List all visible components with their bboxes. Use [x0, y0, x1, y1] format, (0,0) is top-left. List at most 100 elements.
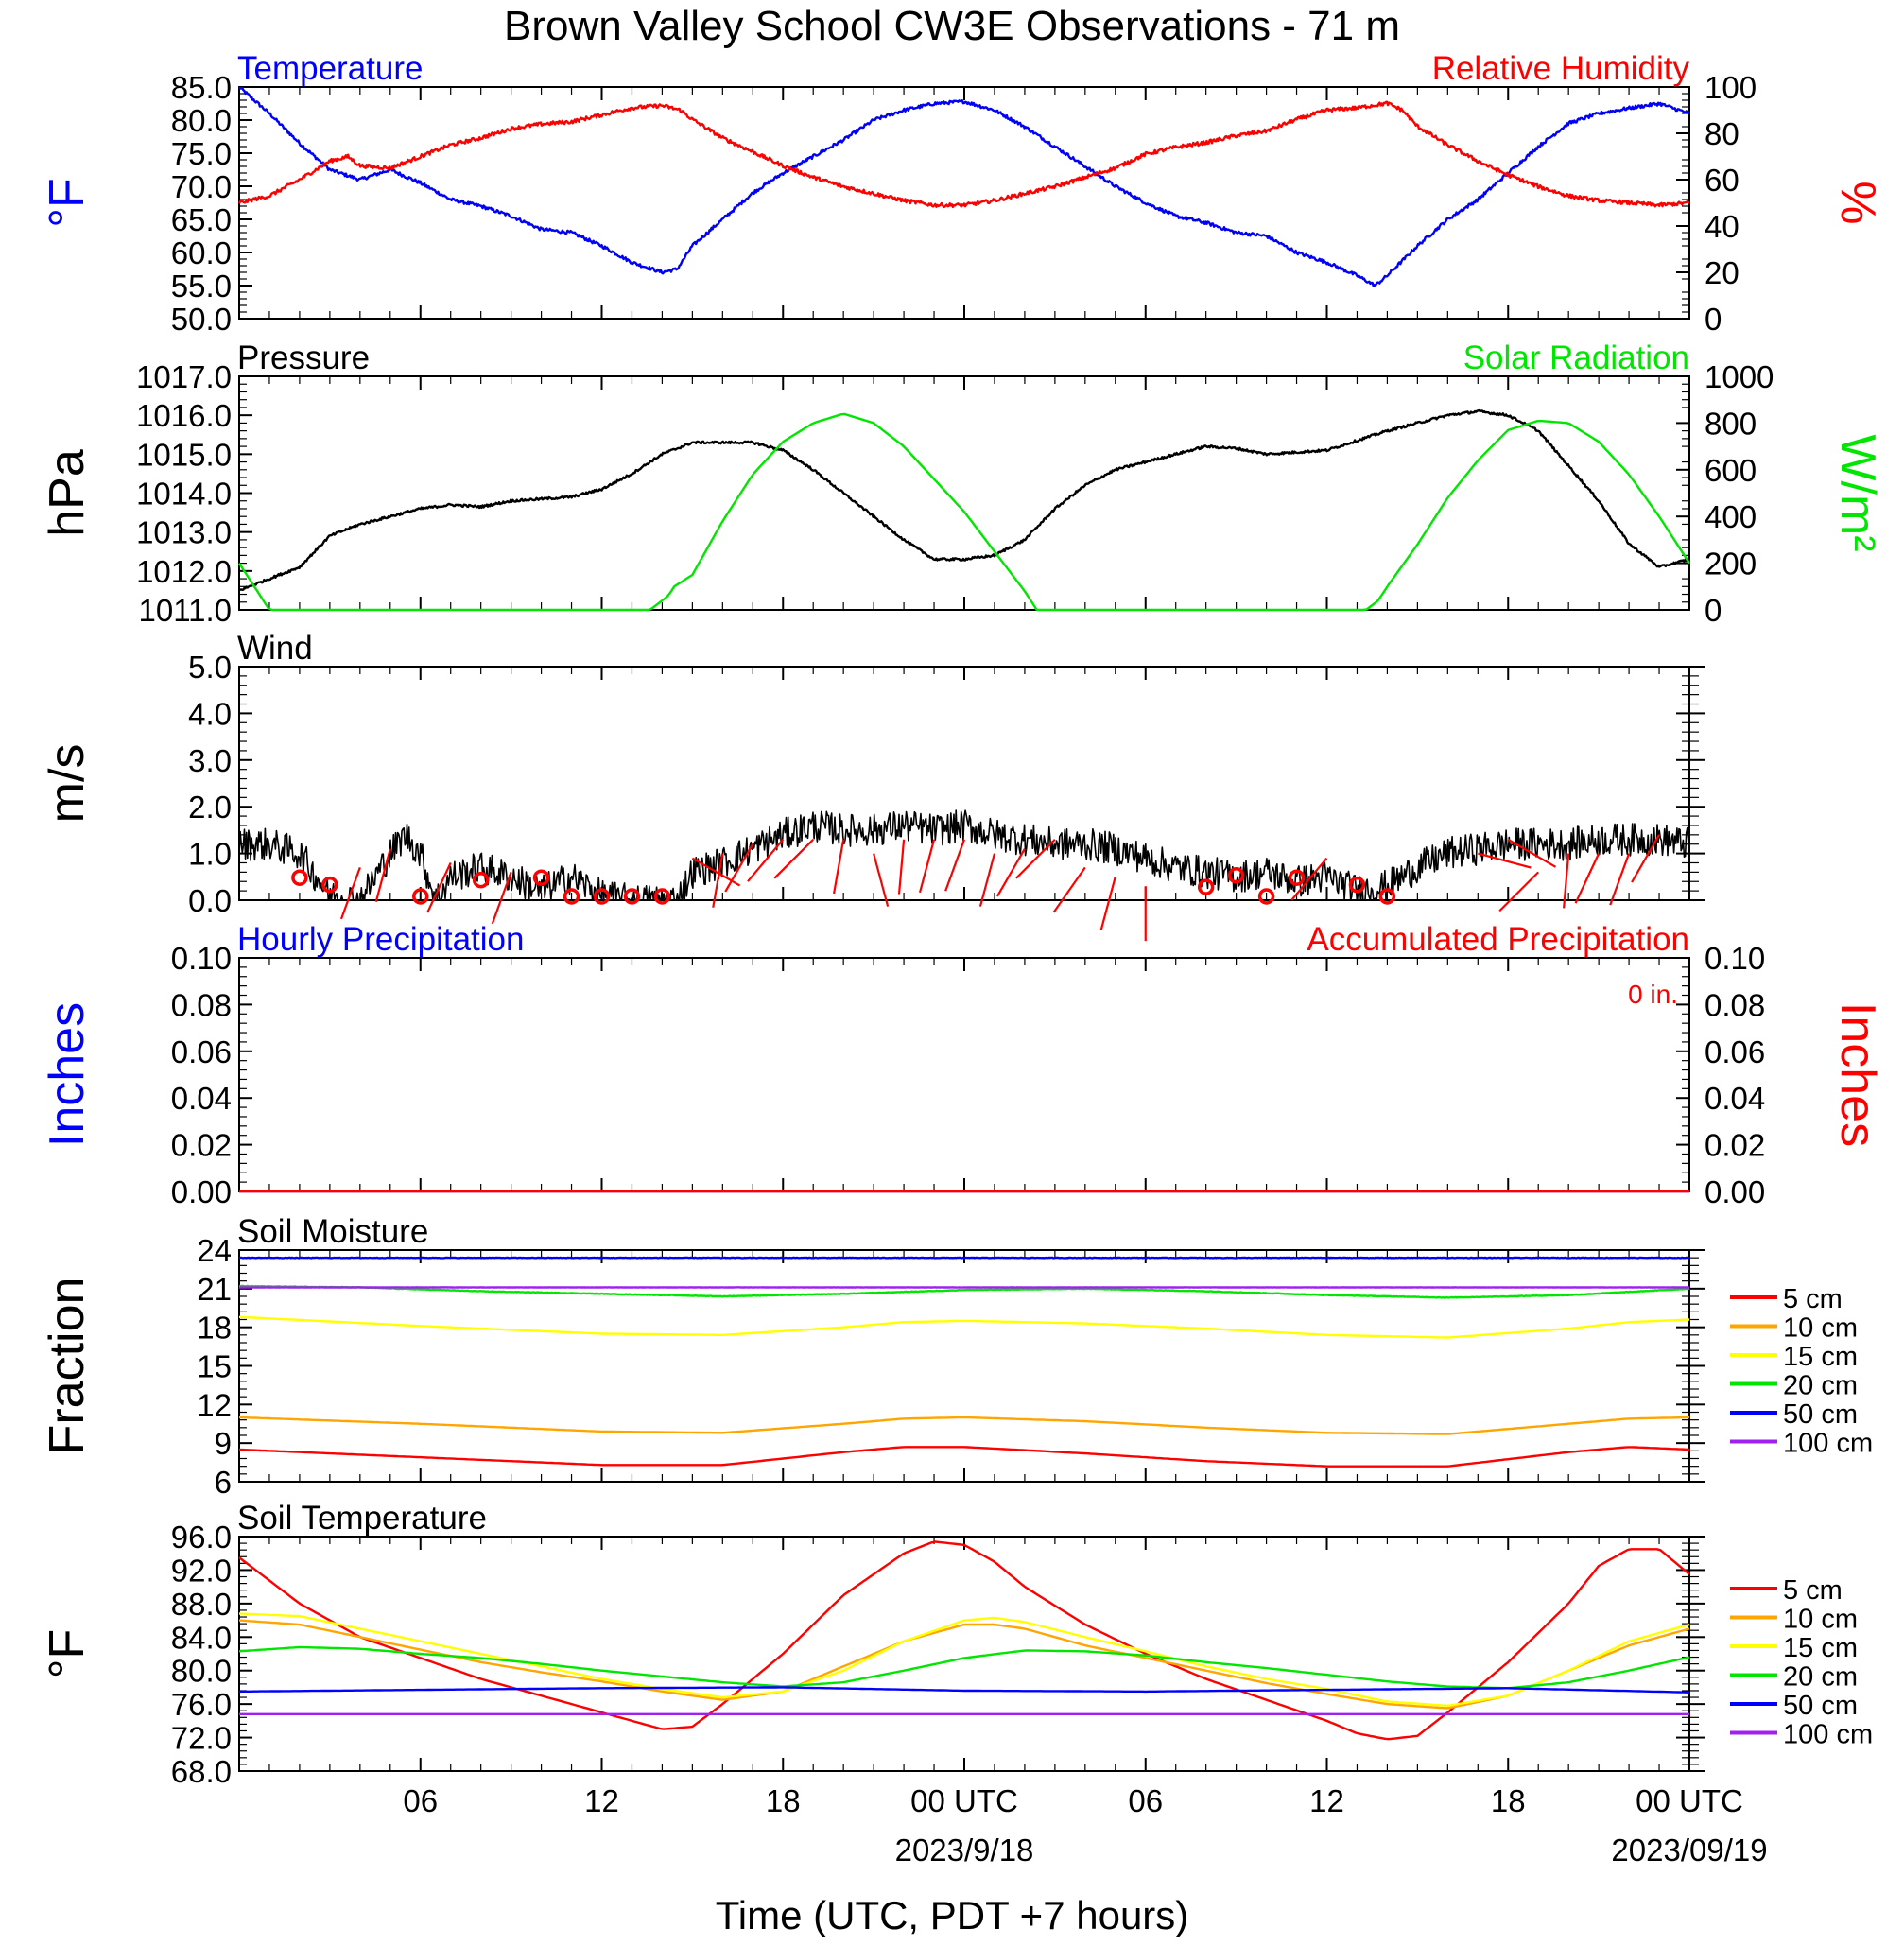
series-line-5cm — [238, 1446, 1690, 1468]
series-line-15cm — [238, 1315, 1690, 1339]
wind-barb — [833, 839, 845, 895]
y-axis-label-left: Fraction — [40, 1277, 95, 1455]
y-axis-label-right: % — [1830, 181, 1885, 224]
panel-title-right: Solar Radiation — [1463, 339, 1689, 376]
panel-1: 50.055.060.065.070.075.080.085.0 0 20 40 60 8… — [40, 50, 1885, 337]
wind-calm-marker — [291, 869, 308, 886]
y-tick-label: 88.0 — [171, 1587, 232, 1622]
wind-barb — [712, 853, 724, 908]
wind-barb — [426, 862, 452, 913]
y-tick-label: 85.0 — [171, 70, 232, 105]
y-tick-label: 18 — [197, 1311, 232, 1346]
wind-calm-marker — [653, 888, 671, 905]
panel-title-left: Hourly Precipitation — [237, 921, 524, 958]
legend-label: 20 cm — [1783, 1662, 1858, 1693]
y-tick-label: 1015.0 — [136, 437, 232, 472]
y-axis-label-left: Inches — [40, 1002, 95, 1147]
wind-barb — [1478, 852, 1532, 869]
legend-label: 5 cm — [1783, 1284, 1843, 1314]
y-tick-label: 21 — [197, 1272, 232, 1307]
legend-label: 100 cm — [1783, 1720, 1873, 1750]
chart-title: Brown Valley School CW3E Observations - … — [504, 3, 1400, 49]
series-line-black — [238, 809, 1690, 901]
wind-barb — [1574, 853, 1601, 904]
y-right-tick-label: 20 — [1705, 255, 1740, 290]
wind-calm-marker — [412, 888, 429, 905]
panel-title-right: Accumulated Precipitation — [1307, 921, 1689, 958]
panel-title-left: Pressure — [237, 339, 370, 376]
y-tick-label: 3.0 — [188, 743, 232, 778]
legend-label: 15 cm — [1783, 1342, 1858, 1372]
y-tick-label: 1.0 — [188, 837, 232, 872]
y-axis-label-right: W/m² — [1830, 434, 1885, 551]
wind-barb — [978, 853, 996, 907]
series-line-black — [238, 408, 1690, 592]
y-tick-label: 96.0 — [171, 1520, 232, 1555]
x-tick-label: 18 — [766, 1783, 801, 1818]
wind-calm-marker — [1378, 888, 1396, 905]
wind-barb — [1052, 866, 1086, 913]
y-right-tick-label: 1000 — [1705, 359, 1774, 394]
wind-barb — [374, 848, 391, 902]
y-tick-label: 55.0 — [171, 269, 232, 304]
y-axis-label-left: °F — [40, 1629, 95, 1679]
y-right-tick-label: 200 — [1705, 547, 1757, 582]
wind-barb — [339, 867, 361, 920]
y-tick-label: 1016.0 — [136, 398, 232, 433]
y-right-tick-label: 40 — [1705, 209, 1740, 244]
y-tick-label: 1011.0 — [139, 593, 232, 628]
x-date-label: 2023/9/18 — [895, 1833, 1034, 1868]
wind-barb — [918, 839, 936, 894]
y-right-tick-label: 60 — [1705, 163, 1740, 198]
y-right-tick-label: 800 — [1705, 406, 1757, 441]
y-tick-label: 1017.0 — [136, 359, 232, 394]
y-tick-label: 50.0 — [171, 302, 232, 337]
wind-barb — [995, 848, 1026, 897]
series-line-green — [237, 412, 1691, 612]
y-tick-label: 5.0 — [188, 650, 232, 685]
panel-title-left: Soil Temperature — [237, 1500, 487, 1537]
x-tick-label: 06 — [1128, 1783, 1163, 1818]
y-axis-label-left: m/s — [40, 744, 95, 824]
wind-barb — [747, 839, 785, 882]
wind-barb — [1563, 853, 1570, 909]
y-tick-label: 92.0 — [171, 1553, 232, 1588]
y-tick-label: 0.02 — [171, 1128, 232, 1163]
x-tick-label: 00 UTC — [910, 1783, 1018, 1818]
wind-barb — [897, 839, 906, 895]
wind-calm-marker — [563, 888, 580, 905]
y-tick-label: 2.0 — [188, 790, 232, 825]
y-axis-label-left: hPa — [40, 449, 95, 537]
y-tick-label: 0.04 — [171, 1081, 232, 1116]
legend-label: 15 cm — [1783, 1633, 1858, 1663]
wind-calm-marker — [623, 888, 641, 905]
y-tick-label: 6 — [215, 1465, 232, 1500]
y-right-tick-label: 0 — [1705, 302, 1722, 337]
y-tick-label: 0.00 — [171, 1174, 232, 1209]
y-tick-label: 1014.0 — [136, 477, 232, 512]
wind-barb — [1498, 871, 1539, 912]
y-tick-label: 0.08 — [171, 987, 232, 1022]
y-tick-label: 4.0 — [188, 696, 232, 731]
series-line-red — [237, 100, 1690, 209]
y-right-tick-label: 400 — [1705, 499, 1757, 534]
y-tick-label: 70.0 — [171, 169, 232, 204]
wind-barb — [944, 839, 966, 892]
legend-label: 10 cm — [1783, 1313, 1858, 1344]
legend-label: 20 cm — [1783, 1371, 1858, 1401]
legend-label: 5 cm — [1783, 1575, 1843, 1606]
y-tick-label: 76.0 — [171, 1687, 232, 1722]
panels: 50.055.060.065.070.075.080.085.002040608… — [40, 50, 1885, 1789]
wind-calm-marker — [1257, 888, 1275, 905]
wind-calm-marker — [472, 871, 490, 889]
wind-barb — [1631, 834, 1660, 883]
y-tick-label: 0.10 — [171, 941, 232, 976]
x-tick-label: 12 — [1309, 1783, 1344, 1818]
